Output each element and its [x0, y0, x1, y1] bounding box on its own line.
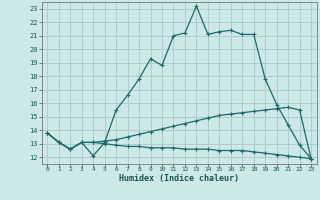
X-axis label: Humidex (Indice chaleur): Humidex (Indice chaleur) [119, 174, 239, 183]
